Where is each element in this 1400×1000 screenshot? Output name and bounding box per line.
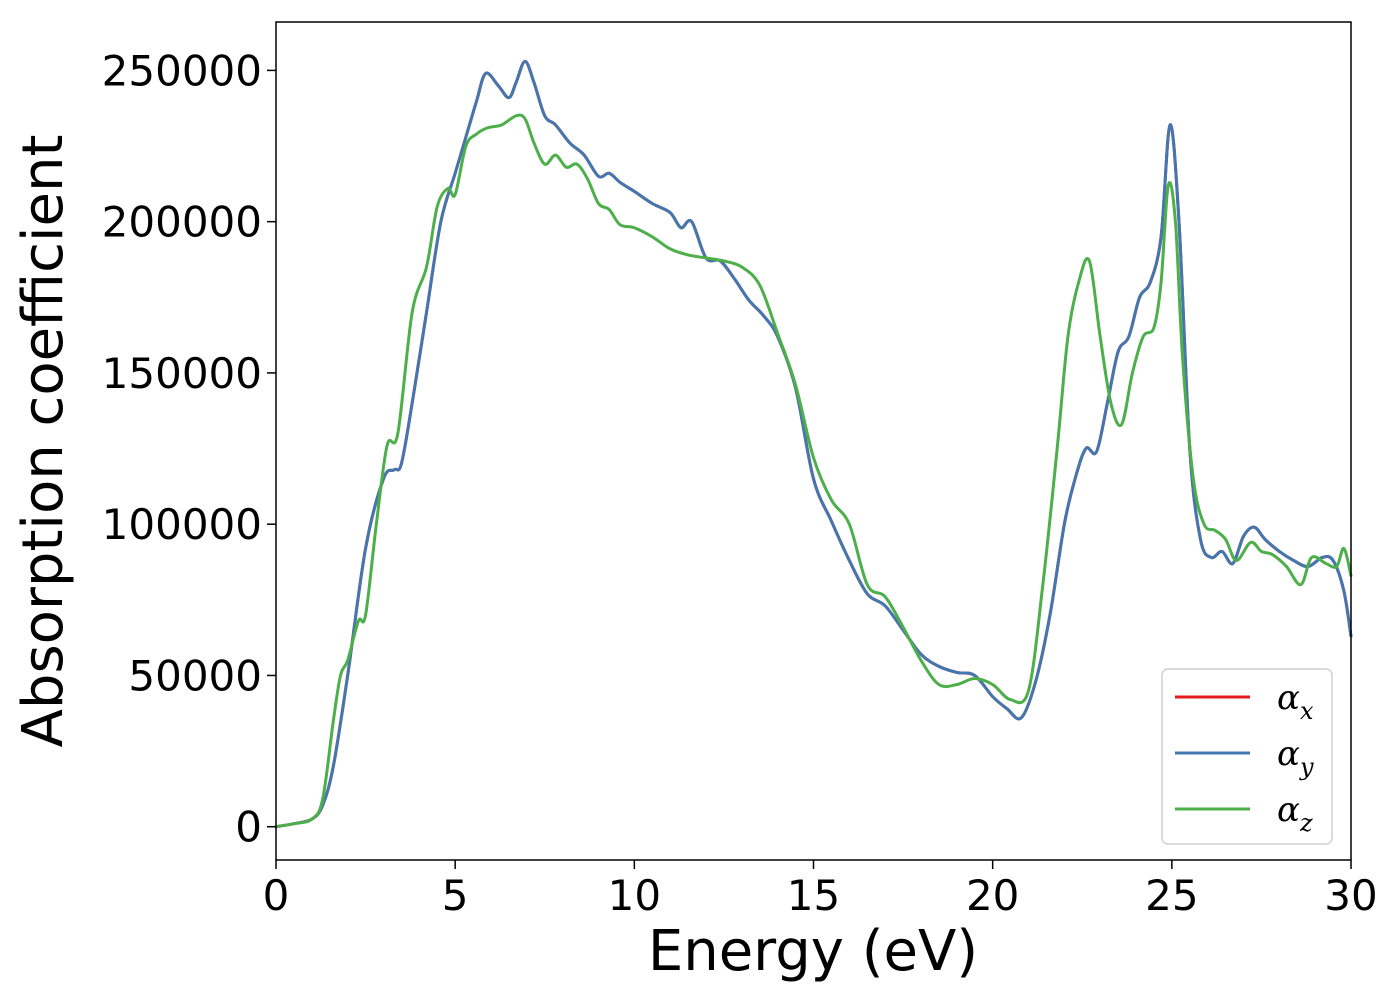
- x-axis-label: Energy (eV): [648, 919, 978, 984]
- series-layer: [274, 59, 1353, 829]
- y-axis-ticks: 0 50000 100000 150000 200000 250000: [102, 46, 276, 852]
- x-tick-label: 20: [966, 871, 1019, 920]
- x-axis-ticks: 0 5 10 15 20 25 30: [263, 860, 1378, 920]
- x-tick-label: 10: [608, 871, 661, 920]
- y-tick-label: 100000: [102, 500, 262, 549]
- y-axis-label: Absorption coefficient: [11, 135, 76, 748]
- x-tick-label: 15: [787, 871, 840, 920]
- legend-box: [1161, 668, 1333, 845]
- y-tick-label: 150000: [102, 349, 262, 398]
- y-tick-label: 0: [235, 803, 262, 852]
- x-tick-label: 0: [263, 871, 290, 920]
- x-tick-label: 25: [1145, 871, 1198, 920]
- y-tick-label: 250000: [102, 46, 262, 95]
- y-tick-label: 200000: [102, 198, 262, 247]
- x-tick-label: 5: [442, 871, 469, 920]
- y-tick-label: 50000: [128, 651, 262, 700]
- series-line-alpha-z: [274, 113, 1353, 829]
- x-tick-label: 30: [1324, 871, 1377, 920]
